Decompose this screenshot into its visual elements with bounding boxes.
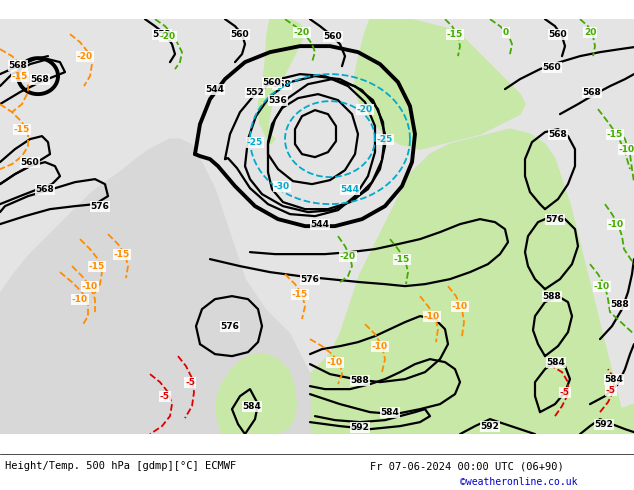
- Text: -20: -20: [77, 51, 93, 61]
- Text: 544: 544: [205, 85, 224, 94]
- Text: 576: 576: [301, 274, 320, 284]
- Text: 584: 584: [605, 375, 623, 384]
- Text: -15: -15: [114, 249, 130, 259]
- Polygon shape: [0, 139, 310, 434]
- Text: -15: -15: [292, 290, 308, 298]
- Text: 588: 588: [611, 299, 630, 309]
- Text: -10: -10: [452, 302, 468, 311]
- Text: -5: -5: [560, 388, 570, 396]
- Text: 584: 584: [243, 402, 261, 411]
- Text: -10: -10: [594, 282, 610, 291]
- Text: -20: -20: [294, 27, 310, 37]
- Text: 552: 552: [245, 88, 264, 97]
- Text: -10: -10: [619, 145, 634, 154]
- Text: 560: 560: [231, 29, 249, 39]
- Text: -25: -25: [377, 135, 393, 144]
- Text: 584: 584: [547, 358, 566, 367]
- Text: 592: 592: [481, 421, 500, 431]
- Text: 20: 20: [584, 27, 596, 37]
- Text: -10: -10: [72, 294, 88, 304]
- Text: 568: 568: [548, 130, 567, 139]
- Polygon shape: [310, 129, 634, 434]
- Polygon shape: [215, 352, 298, 434]
- Text: -15: -15: [14, 124, 30, 134]
- Text: -15: -15: [447, 29, 463, 39]
- Text: -15: -15: [607, 130, 623, 139]
- Text: 560: 560: [543, 63, 561, 72]
- Text: 592: 592: [595, 419, 614, 429]
- Text: Fr 07-06-2024 00:00 UTC (06+90): Fr 07-06-2024 00:00 UTC (06+90): [370, 461, 564, 471]
- Text: Height/Temp. 500 hPa [gdmp][°C] ECMWF: Height/Temp. 500 hPa [gdmp][°C] ECMWF: [5, 461, 236, 471]
- Text: 568: 568: [273, 80, 292, 89]
- Text: 544: 544: [311, 220, 330, 229]
- Text: -25: -25: [247, 138, 263, 147]
- Text: -20: -20: [357, 105, 373, 114]
- Text: 588: 588: [351, 376, 370, 385]
- Text: -20: -20: [340, 252, 356, 261]
- Text: -10: -10: [424, 312, 440, 320]
- Text: 584: 584: [380, 408, 399, 416]
- Text: -15: -15: [89, 262, 105, 270]
- Text: 560: 560: [21, 158, 39, 167]
- Polygon shape: [355, 19, 525, 149]
- Text: -10: -10: [608, 220, 624, 229]
- Text: 576: 576: [546, 215, 564, 223]
- Text: ©weatheronline.co.uk: ©weatheronline.co.uk: [460, 477, 578, 487]
- Text: 536: 536: [269, 96, 287, 105]
- Text: 544: 544: [340, 185, 359, 194]
- Text: 576: 576: [221, 321, 240, 331]
- Text: 0: 0: [503, 27, 509, 37]
- Text: 588: 588: [543, 292, 561, 301]
- Text: 560: 560: [262, 77, 281, 87]
- Polygon shape: [258, 19, 305, 144]
- Text: -10: -10: [327, 358, 343, 367]
- Text: 568: 568: [36, 185, 55, 194]
- Text: 568: 568: [9, 61, 27, 70]
- Text: -5: -5: [606, 386, 616, 394]
- Text: -5: -5: [185, 378, 195, 387]
- Text: -20: -20: [160, 32, 176, 41]
- Text: -15: -15: [12, 72, 28, 81]
- Polygon shape: [310, 404, 634, 434]
- Text: 560: 560: [548, 29, 567, 39]
- Text: 576: 576: [91, 201, 110, 211]
- Text: 568: 568: [30, 74, 49, 84]
- Text: -30: -30: [274, 182, 290, 191]
- Text: -10: -10: [82, 282, 98, 291]
- Text: -10: -10: [372, 342, 388, 351]
- Text: -5: -5: [160, 392, 170, 401]
- Text: 560: 560: [324, 32, 342, 41]
- Text: -15: -15: [394, 255, 410, 264]
- Text: 552: 552: [153, 29, 171, 39]
- Text: 592: 592: [351, 422, 370, 432]
- Text: 568: 568: [583, 88, 602, 97]
